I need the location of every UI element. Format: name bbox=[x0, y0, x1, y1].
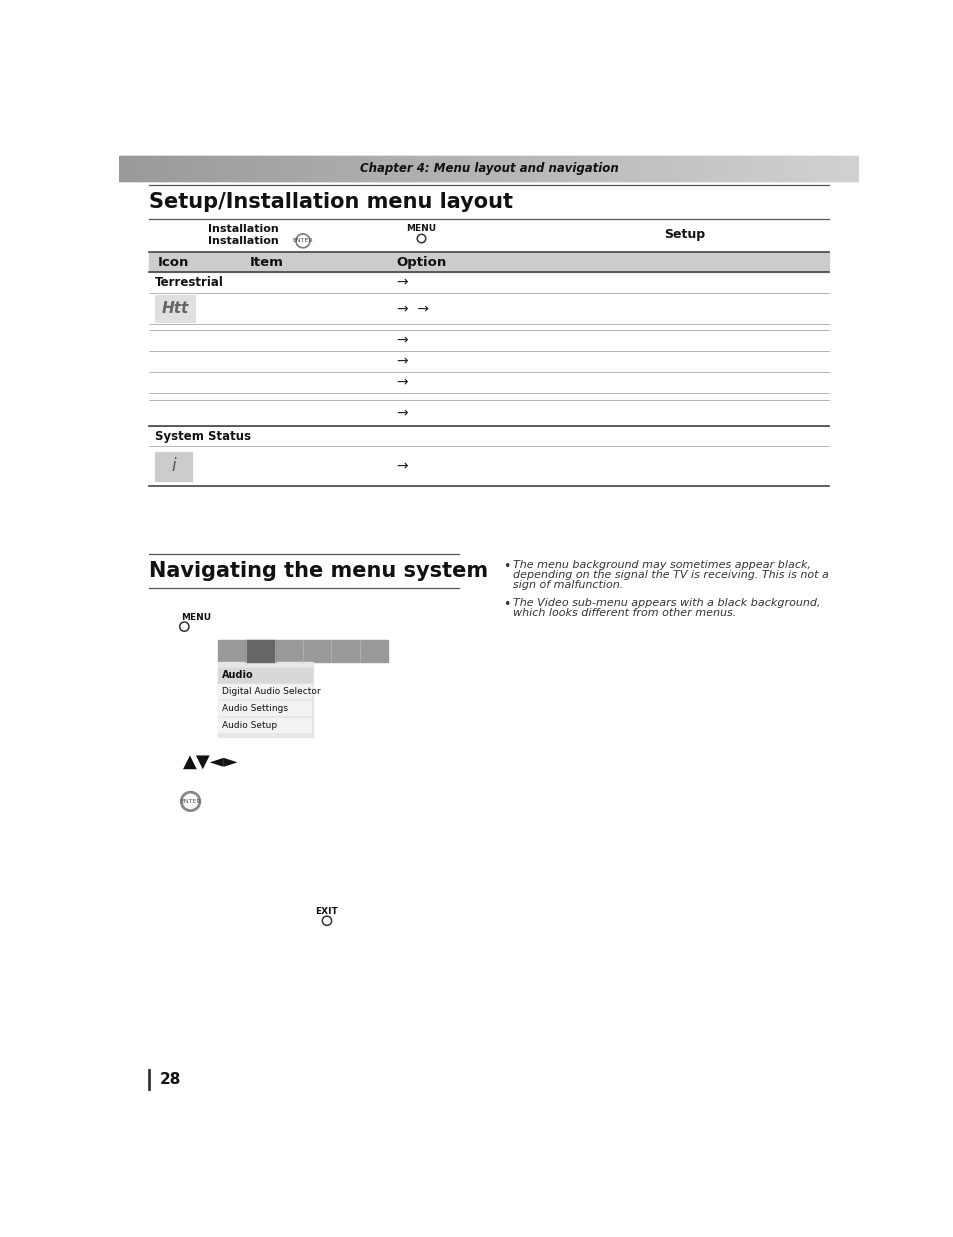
Text: →: → bbox=[396, 375, 408, 390]
Bar bbox=[246, 641, 274, 662]
Text: Terrestrial: Terrestrial bbox=[154, 276, 224, 289]
Text: Installation: Installation bbox=[208, 224, 278, 234]
Bar bbox=[218, 684, 312, 699]
Text: Icon: Icon bbox=[158, 256, 190, 268]
Bar bbox=[218, 701, 312, 716]
Text: The Video sub-menu appears with a black background,: The Video sub-menu appears with a black … bbox=[513, 599, 820, 609]
Bar bbox=[154, 294, 195, 323]
Text: Digital Audio Selector: Digital Audio Selector bbox=[222, 688, 320, 696]
Text: →: → bbox=[396, 276, 408, 289]
Text: sign of malfunction.: sign of malfunction. bbox=[513, 580, 622, 590]
Text: →: → bbox=[396, 459, 408, 474]
Text: MENU: MENU bbox=[406, 224, 436, 233]
Bar bbox=[218, 668, 312, 683]
Text: Navigating the menu system: Navigating the menu system bbox=[149, 562, 487, 581]
Text: •: • bbox=[502, 559, 510, 573]
Text: ENTER: ENTER bbox=[293, 239, 313, 244]
Text: System Status: System Status bbox=[154, 429, 251, 443]
Text: →  →: → → bbox=[396, 302, 428, 315]
Bar bbox=[149, 251, 828, 272]
Bar bbox=[154, 452, 192, 481]
Text: Chapter 4: Menu layout and navigation: Chapter 4: Menu layout and navigation bbox=[359, 162, 618, 174]
Text: Audio: Audio bbox=[222, 670, 253, 680]
Text: Option: Option bbox=[396, 256, 447, 268]
Text: MENU: MENU bbox=[181, 612, 212, 622]
Text: Audio Setup: Audio Setup bbox=[222, 721, 277, 730]
Bar bbox=[217, 641, 388, 662]
Bar bbox=[217, 662, 313, 737]
Text: ▲▼◄►: ▲▼◄► bbox=[183, 752, 238, 771]
Bar bbox=[217, 641, 388, 737]
Text: i: i bbox=[171, 458, 175, 475]
Text: Installation: Installation bbox=[208, 236, 278, 246]
Text: Setup/Installation menu layout: Setup/Installation menu layout bbox=[149, 192, 512, 213]
Text: →: → bbox=[396, 334, 408, 348]
Bar bbox=[218, 717, 312, 732]
Text: which looks different from other menus.: which looks different from other menus. bbox=[513, 609, 736, 618]
Text: depending on the signal the TV is receiving. This is not a: depending on the signal the TV is receiv… bbox=[513, 569, 828, 580]
Text: Setup: Setup bbox=[663, 228, 705, 241]
Text: Audio Settings: Audio Settings bbox=[222, 704, 288, 713]
Text: •: • bbox=[502, 599, 510, 611]
Text: 28: 28 bbox=[159, 1072, 181, 1087]
Text: Item: Item bbox=[249, 256, 283, 268]
Text: The menu background may sometimes appear black,: The menu background may sometimes appear… bbox=[513, 559, 810, 569]
Text: EXIT: EXIT bbox=[315, 907, 338, 917]
Text: ENTER: ENTER bbox=[180, 799, 201, 804]
Text: →: → bbox=[396, 406, 408, 419]
Text: Htt: Htt bbox=[161, 301, 189, 317]
Text: →: → bbox=[396, 354, 408, 369]
